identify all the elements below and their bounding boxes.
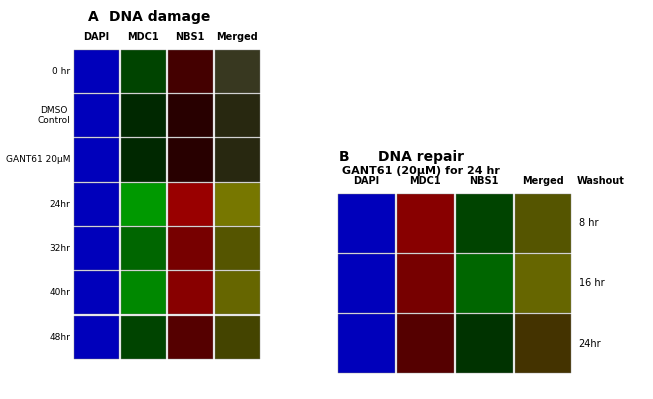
Text: DNA repair: DNA repair (378, 150, 464, 164)
FancyBboxPatch shape (215, 271, 260, 314)
FancyBboxPatch shape (121, 183, 166, 226)
FancyBboxPatch shape (338, 194, 395, 253)
Text: B: B (338, 150, 349, 164)
Text: 40hr: 40hr (50, 288, 71, 297)
FancyBboxPatch shape (168, 271, 213, 314)
Text: GANT61 (20μM) for 24 hr: GANT61 (20μM) for 24 hr (342, 166, 500, 176)
FancyBboxPatch shape (168, 227, 213, 270)
FancyBboxPatch shape (74, 271, 119, 314)
Text: DAPI: DAPI (83, 32, 109, 42)
FancyBboxPatch shape (456, 254, 513, 313)
FancyBboxPatch shape (74, 316, 119, 359)
FancyBboxPatch shape (74, 227, 119, 270)
Text: A: A (88, 10, 99, 24)
Text: 32hr: 32hr (50, 244, 71, 253)
FancyBboxPatch shape (397, 194, 454, 253)
Text: 8 hr: 8 hr (579, 218, 598, 228)
FancyBboxPatch shape (215, 94, 260, 137)
FancyBboxPatch shape (215, 227, 260, 270)
Text: 16 hr: 16 hr (579, 278, 604, 288)
FancyBboxPatch shape (168, 183, 213, 226)
FancyBboxPatch shape (397, 314, 454, 373)
FancyBboxPatch shape (515, 254, 571, 313)
FancyBboxPatch shape (215, 50, 260, 93)
FancyBboxPatch shape (121, 227, 166, 270)
FancyBboxPatch shape (168, 316, 213, 359)
Text: 0 hr: 0 hr (52, 67, 71, 76)
FancyBboxPatch shape (338, 314, 395, 373)
FancyBboxPatch shape (515, 194, 571, 253)
FancyBboxPatch shape (121, 271, 166, 314)
FancyBboxPatch shape (121, 316, 166, 359)
Text: DNA damage: DNA damage (109, 10, 211, 24)
FancyBboxPatch shape (456, 314, 513, 373)
FancyBboxPatch shape (215, 138, 260, 182)
Text: MDC1: MDC1 (127, 32, 159, 42)
FancyBboxPatch shape (74, 50, 119, 93)
FancyBboxPatch shape (121, 94, 166, 137)
Text: MDC1: MDC1 (409, 176, 441, 186)
Text: DAPI: DAPI (353, 176, 380, 186)
FancyBboxPatch shape (74, 138, 119, 182)
Text: 48hr: 48hr (50, 333, 71, 342)
FancyBboxPatch shape (215, 316, 260, 359)
FancyBboxPatch shape (168, 50, 213, 93)
FancyBboxPatch shape (215, 183, 260, 226)
Text: Washout: Washout (577, 176, 624, 186)
FancyBboxPatch shape (168, 138, 213, 182)
FancyBboxPatch shape (515, 314, 571, 373)
FancyBboxPatch shape (168, 94, 213, 137)
Text: 24hr: 24hr (579, 338, 601, 349)
Text: Merged: Merged (216, 32, 258, 42)
Text: NBS1: NBS1 (470, 176, 499, 186)
FancyBboxPatch shape (74, 94, 119, 137)
FancyBboxPatch shape (338, 254, 395, 313)
Text: DMSO
Control: DMSO Control (38, 106, 71, 125)
Text: 24hr: 24hr (50, 200, 71, 209)
FancyBboxPatch shape (397, 254, 454, 313)
Text: GANT61 20μM: GANT61 20μM (6, 156, 71, 164)
FancyBboxPatch shape (121, 138, 166, 182)
Text: NBS1: NBS1 (176, 32, 205, 42)
FancyBboxPatch shape (74, 183, 119, 226)
Text: Merged: Merged (522, 176, 564, 186)
FancyBboxPatch shape (456, 194, 513, 253)
FancyBboxPatch shape (121, 50, 166, 93)
